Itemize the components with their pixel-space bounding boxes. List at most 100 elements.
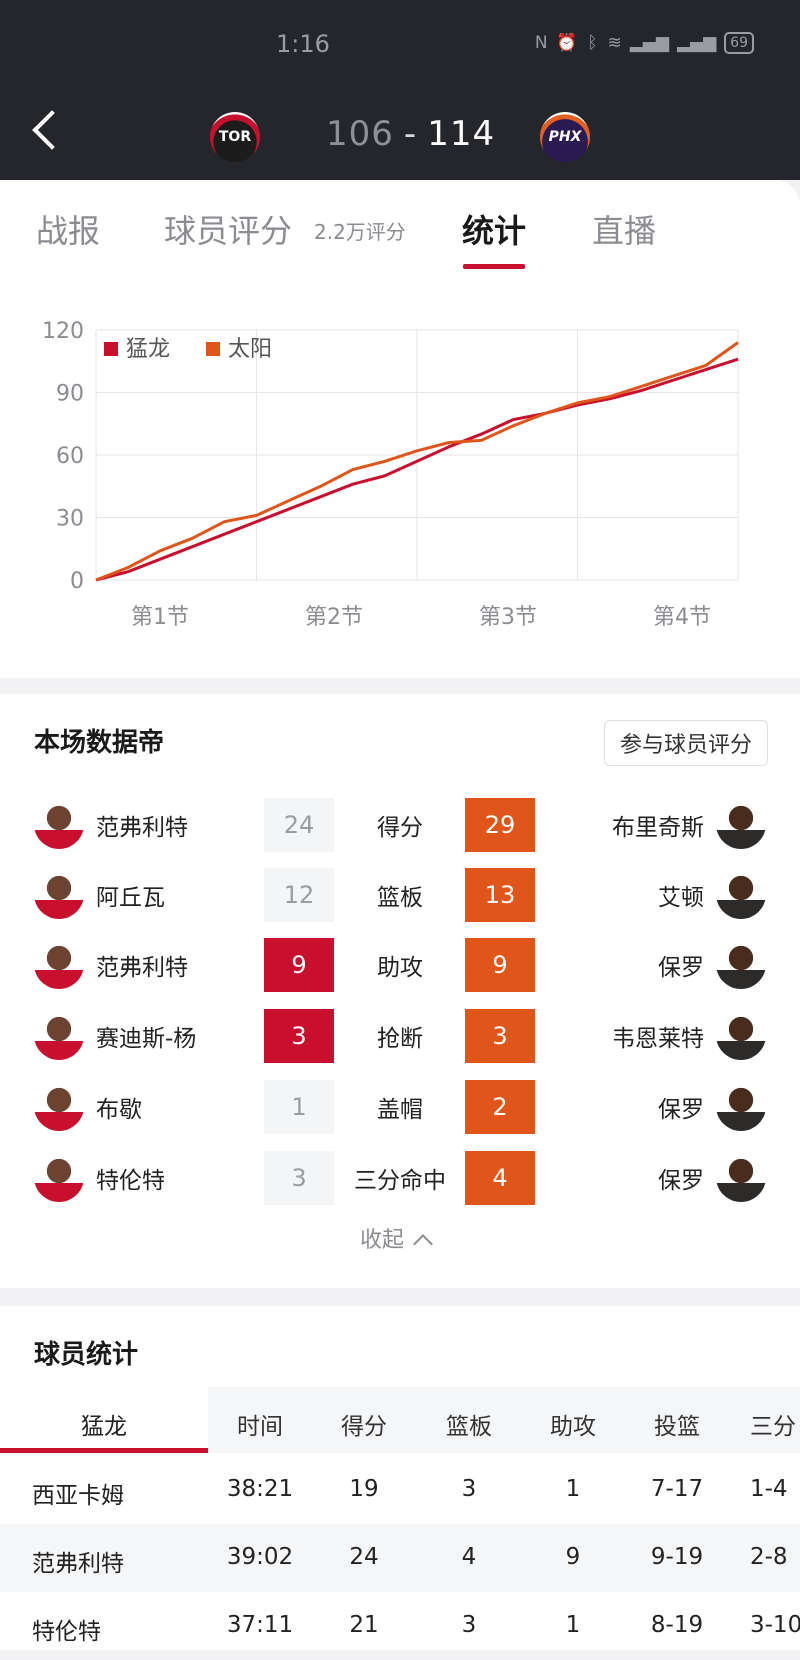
leader-row[interactable]: 阿丘瓦 12 篮板 13 艾顿	[0, 866, 800, 922]
stat-cell: 38:21	[226, 1476, 294, 1502]
status-icons: N ⏰ ᛒ ≋ ▂▄▆ ▂▄▆ 69	[534, 32, 754, 54]
status-time: 1:16	[276, 30, 330, 58]
y-tick-label: 30	[56, 507, 84, 532]
leader-stat-label: 得分	[377, 815, 423, 841]
avatar	[34, 1010, 84, 1060]
avatar	[34, 869, 84, 919]
stat-cell: 37:11	[226, 1612, 294, 1638]
leader-row[interactable]: 赛迪斯-杨 3 抢断 3 韦恩莱特	[0, 1007, 800, 1063]
table-row[interactable]: 特伦特 37:11 21 3 1 8-19 3-10	[0, 1592, 800, 1660]
leader-right-name: 艾顿	[658, 885, 704, 911]
chevron-up-icon	[413, 1234, 433, 1254]
leader-row[interactable]: 特伦特 3 三分命中 4 保罗	[0, 1149, 800, 1205]
stat-cell: 1	[565, 1612, 581, 1638]
back-icon[interactable]	[32, 110, 72, 150]
avatar	[716, 869, 766, 919]
raptors-logo: TOR	[210, 112, 260, 162]
tab-report[interactable]: 战报	[36, 212, 101, 250]
wifi-icon: ≋	[607, 33, 622, 53]
home-score: 106	[326, 114, 394, 154]
signal-icon-2: ▂▄▆	[676, 33, 717, 53]
leader-stat-label: 三分命中	[354, 1168, 446, 1194]
leader-left-value: 1	[264, 1080, 334, 1134]
avatar	[716, 1081, 766, 1131]
x-tick-label: 第4节	[653, 605, 711, 630]
collapse-label: 收起	[360, 1228, 405, 1253]
avatar	[716, 799, 766, 849]
signal-icon: ▂▄▆	[629, 33, 669, 53]
active-tab-indicator	[463, 264, 525, 269]
leader-row[interactable]: 范弗利特 9 助攻 9 保罗	[0, 936, 800, 992]
leader-left-name: 特伦特	[96, 1168, 165, 1194]
bluetooth-icon: ᛒ	[587, 33, 598, 53]
leader-right-name: 保罗	[658, 1168, 704, 1194]
player-stats-card	[0, 1306, 800, 1650]
col-fg: 投篮	[654, 1414, 700, 1440]
leader-row[interactable]: 范弗利特 24 得分 29 布里奇斯	[0, 796, 800, 852]
col-assists: 助攻	[550, 1414, 596, 1440]
leader-left-name: 范弗利特	[96, 955, 188, 981]
team-tab-raptors[interactable]: 猛龙	[0, 1387, 208, 1453]
leader-right-name: 保罗	[658, 955, 704, 981]
y-tick-label: 0	[70, 569, 84, 594]
leader-stat-label: 篮板	[377, 885, 423, 911]
stat-cell: 3	[461, 1476, 477, 1502]
leader-row[interactable]: 布歇 1 盖帽 2 保罗	[0, 1078, 800, 1134]
leaders-card	[0, 694, 800, 1288]
col-rebounds: 篮板	[446, 1414, 492, 1440]
stat-cell: 4	[461, 1544, 477, 1570]
avatar	[34, 1152, 84, 1202]
leader-stat-label: 助攻	[377, 955, 423, 981]
table-row[interactable]: 范弗利特 39:02 24 4 9 9-19 2-8	[0, 1524, 800, 1592]
legend-label: 太阳	[228, 337, 272, 362]
team-tab-label: 猛龙	[81, 1414, 127, 1440]
player-stats-title: 球员统计	[34, 1340, 139, 1370]
leader-left-value: 3	[264, 1009, 334, 1063]
battery-icon: 69	[724, 32, 754, 54]
stat-cell: 24	[349, 1544, 379, 1570]
stat-cell: 3-10	[750, 1612, 800, 1638]
avatar	[34, 799, 84, 849]
player-name: 范弗利特	[32, 1551, 124, 1577]
leader-right-value: 4	[465, 1151, 535, 1205]
stat-cell: 9	[565, 1544, 581, 1570]
leader-left-name: 布歇	[96, 1097, 142, 1123]
stat-cell: 2-8	[750, 1544, 788, 1570]
leader-stat-label: 盖帽	[377, 1097, 423, 1123]
tab-player-ratings[interactable]: 球员评分	[164, 212, 293, 250]
score-separator: -	[403, 114, 418, 154]
col-points: 得分	[341, 1414, 387, 1440]
stat-cell: 39:02	[226, 1544, 294, 1570]
leader-left-name: 范弗利特	[96, 815, 188, 841]
avatar	[716, 1152, 766, 1202]
tab-stats[interactable]: 统计	[462, 212, 527, 250]
stats-table-header: 猛龙 时间 得分 篮板 助攻 投篮 三分	[0, 1387, 800, 1453]
rate-players-button[interactable]: 参与球员评分	[604, 720, 768, 766]
table-row[interactable]: 西亚卡姆 38:21 19 3 1 7-17 1-4	[0, 1456, 800, 1524]
leader-right-value: 9	[465, 938, 535, 992]
legend-label: 猛龙	[126, 337, 170, 362]
avatar	[34, 1081, 84, 1131]
tab-bar: 战报 球员评分 2.2万评分 统计 直播	[0, 180, 800, 273]
leader-left-value: 3	[264, 1151, 334, 1205]
collapse-button[interactable]: 收起	[360, 1222, 433, 1254]
tab-live[interactable]: 直播	[592, 212, 657, 250]
stat-cell: 9-19	[650, 1544, 704, 1570]
leader-right-value: 2	[465, 1080, 535, 1134]
leaders-title: 本场数据帝	[34, 728, 165, 758]
stat-cell: 21	[349, 1612, 379, 1638]
col-minutes: 时间	[237, 1414, 283, 1440]
y-tick-label: 90	[56, 382, 84, 407]
series-line-suns	[95, 341, 739, 582]
player-name: 特伦特	[32, 1619, 101, 1645]
stat-cell: 7-17	[650, 1476, 704, 1502]
stat-cell: 1-4	[750, 1476, 788, 1502]
leader-right-value: 29	[465, 798, 535, 852]
leader-right-name: 布里奇斯	[612, 815, 704, 841]
avatar	[34, 939, 84, 989]
alarm-icon: ⏰	[556, 33, 578, 53]
nfc-icon: N	[534, 33, 548, 53]
leader-right-value: 13	[465, 868, 535, 922]
y-tick-label: 60	[56, 444, 84, 469]
suns-logo: PHX	[540, 112, 590, 162]
